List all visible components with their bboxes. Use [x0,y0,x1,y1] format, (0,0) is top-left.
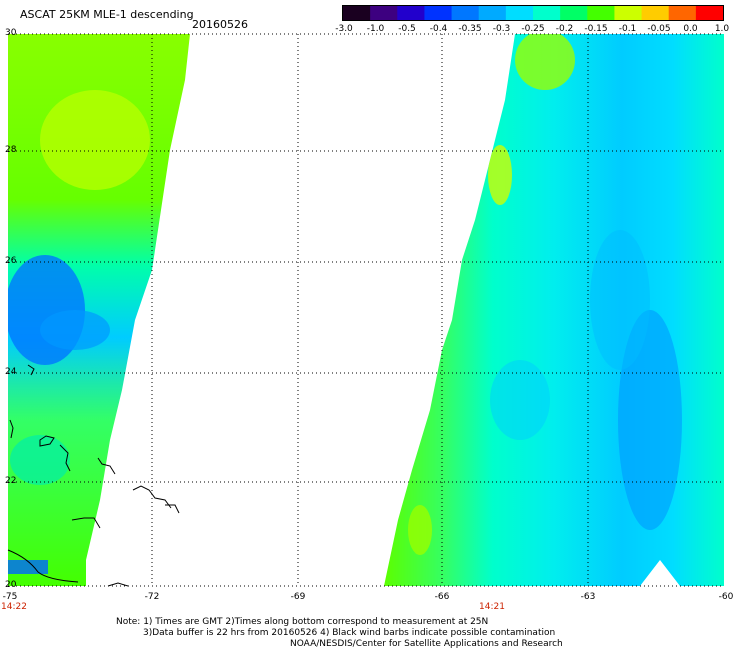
coastlines [7,364,180,587]
pass-time-left: 14:22 [1,602,27,612]
colorbar-swatch [343,6,371,20]
note-line-1: Note: 1) Times are GMT 2)Times along bot… [116,617,489,627]
lat-label: 30 [5,28,17,38]
colorbar-label: -0.25 [521,24,545,34]
colorbar-swatch [641,6,670,20]
colorbar-swatch [668,6,697,20]
lat-label: 20 [5,580,17,590]
graticule [8,33,724,587]
colorbar-swatch [533,6,561,20]
colorbar-swatch [397,6,425,20]
map-date: 20160526 [192,18,248,31]
note-line-2: 3)Data buffer is 22 hrs from 20160526 4)… [143,628,556,638]
colorbar-swatch [451,6,480,20]
lon-label: -66 [434,592,450,602]
colorbar-label: 1.0 [714,24,730,34]
colorbar-swatch [424,6,453,20]
colorbar-label: -0.5 [398,24,416,34]
lon-label: -60 [718,592,734,602]
colorbar-label: -0.35 [458,24,482,34]
colorbar-label: -0.3 [492,24,511,34]
map-title: ASCAT 25KM MLE-1 descending [20,8,194,21]
lat-label: 28 [5,145,17,155]
colorbar-label: 0.0 [683,24,698,34]
colorbar-swatch [478,6,507,20]
colorbar [342,5,724,21]
colorbar-label: -3.0 [335,24,353,34]
pass-time-right: 14:21 [479,602,505,612]
colorbar-swatch [560,6,588,20]
colorbar-label: -0.2 [555,24,574,34]
colorbar-label: -0.4 [429,24,448,34]
colorbar-swatch [370,6,398,20]
lon-label: -75 [2,592,18,602]
lon-label: -69 [290,592,306,602]
colorbar-label: -0.1 [618,24,637,34]
colorbar-label: -0.05 [647,24,671,34]
colorbar-swatch [614,6,643,20]
colorbar-label: -0.15 [584,24,608,34]
colorbar-swatch [695,6,723,20]
colorbar-label: -1.0 [366,24,385,34]
lon-label: -63 [580,592,596,602]
lat-label: 22 [5,476,17,486]
lat-label: 26 [5,256,17,266]
colorbar-swatch [587,6,615,20]
note-line-3: NOAA/NESDIS/Center for Satellite Applica… [290,639,563,649]
swath-left [8,34,190,586]
colorbar-swatch [505,6,534,20]
lon-label: -72 [144,592,160,602]
swath-right [384,34,724,586]
lat-label: 24 [5,367,17,377]
